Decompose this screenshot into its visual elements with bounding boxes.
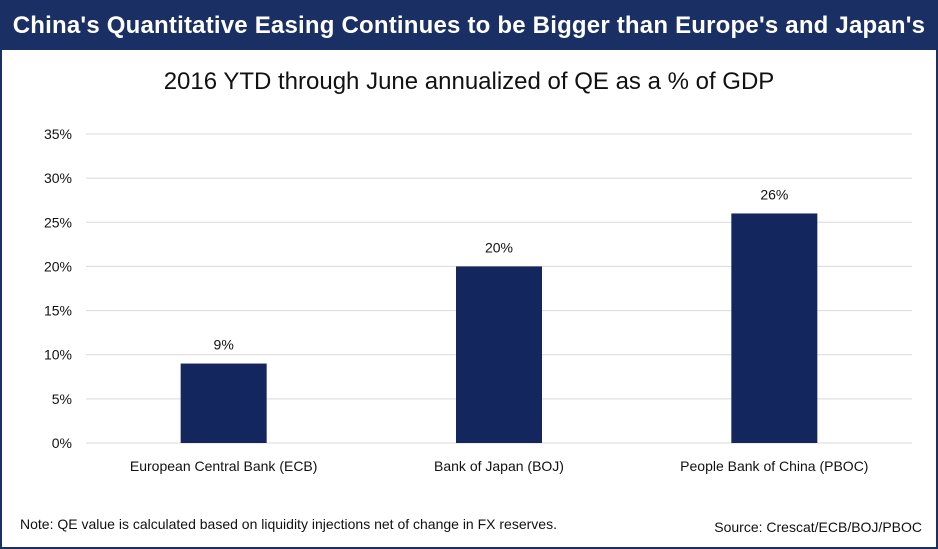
y-tick-label: 35%	[44, 126, 72, 142]
data-label: 26%	[760, 186, 788, 202]
chart-title: 2016 YTD through June annualized of QE a…	[163, 68, 775, 95]
bar	[731, 213, 818, 443]
x-tick-label: Bank of Japan (BOJ)	[434, 458, 564, 474]
y-tick-label: 5%	[52, 391, 72, 407]
data-label: 9%	[214, 337, 234, 353]
y-tick-label: 15%	[44, 303, 72, 319]
y-tick-label: 20%	[44, 258, 72, 274]
y-tick-label: 25%	[44, 214, 72, 230]
bar	[180, 363, 267, 443]
x-tick-label: European Central Bank (ECB)	[130, 458, 318, 474]
y-tick-label: 0%	[52, 435, 72, 451]
banner-title: China's Quantitative Easing Continues to…	[2, 2, 936, 50]
y-tick-label: 30%	[44, 170, 72, 186]
x-tick-label: People Bank of China (PBOC)	[680, 458, 868, 474]
source-note: Source: Crescat/ECB/BOJ/PBOC	[714, 519, 922, 535]
bar	[456, 266, 542, 443]
data-label: 20%	[485, 239, 513, 255]
y-tick-label: 10%	[44, 347, 72, 363]
footnote: Note: QE value is calculated based on li…	[20, 516, 557, 532]
